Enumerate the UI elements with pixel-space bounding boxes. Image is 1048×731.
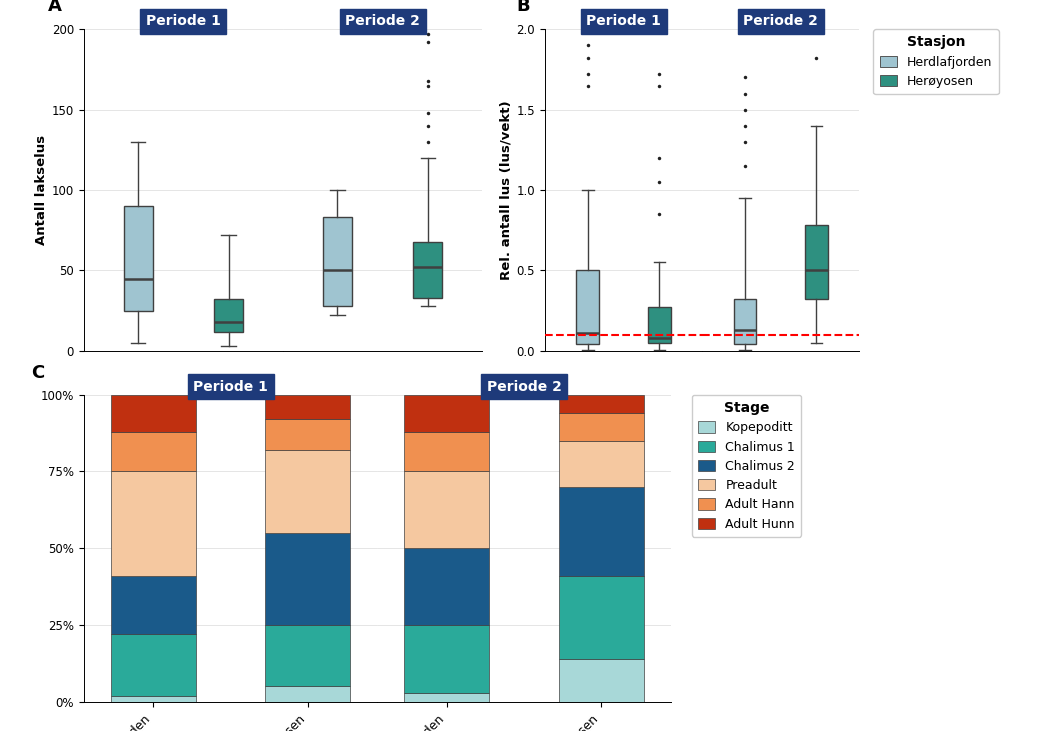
Bar <box>265 450 350 533</box>
PathPatch shape <box>413 241 442 298</box>
Bar <box>405 692 489 702</box>
Bar <box>405 625 489 692</box>
Bar <box>559 441 643 487</box>
Bar <box>111 395 196 431</box>
Bar <box>405 548 489 625</box>
Bar <box>405 471 489 548</box>
Bar <box>559 659 643 702</box>
Bar <box>265 686 350 702</box>
Bar <box>111 696 196 702</box>
Title: Periode 2: Periode 2 <box>486 379 562 393</box>
Legend: Kopepoditt, Chalimus 1, Chalimus 2, Preadult, Adult Hann, Adult Hunn: Kopepoditt, Chalimus 1, Chalimus 2, Prea… <box>692 395 802 537</box>
Text: A: A <box>48 0 62 15</box>
Bar <box>405 431 489 471</box>
PathPatch shape <box>734 300 757 344</box>
Title: Periode 2: Periode 2 <box>743 14 818 28</box>
Bar <box>111 576 196 635</box>
PathPatch shape <box>323 217 352 306</box>
Bar <box>265 533 350 625</box>
Text: B: B <box>517 0 530 15</box>
Bar <box>265 625 350 686</box>
Bar <box>265 420 350 450</box>
Bar <box>265 395 350 420</box>
Bar <box>111 635 196 696</box>
Title: Periode 1: Periode 1 <box>146 14 221 28</box>
Title: Periode 2: Periode 2 <box>345 14 420 28</box>
PathPatch shape <box>214 300 243 332</box>
Text: C: C <box>31 364 44 382</box>
Legend: Herdlafjorden, Herøyosen: Herdlafjorden, Herøyosen <box>873 29 999 94</box>
Y-axis label: Rel. antall lus (lus/vekt): Rel. antall lus (lus/vekt) <box>500 100 512 280</box>
PathPatch shape <box>648 308 671 343</box>
Title: Periode 1: Periode 1 <box>193 379 268 393</box>
Bar <box>559 413 643 441</box>
Y-axis label: Antall lakselus: Antall lakselus <box>35 135 48 245</box>
Bar <box>559 487 643 576</box>
Bar <box>111 431 196 471</box>
PathPatch shape <box>124 206 153 311</box>
Bar <box>405 395 489 431</box>
Bar <box>559 576 643 659</box>
Bar <box>111 471 196 576</box>
Bar <box>559 395 643 413</box>
PathPatch shape <box>576 270 599 344</box>
Title: Periode 1: Periode 1 <box>586 14 661 28</box>
PathPatch shape <box>805 225 828 300</box>
